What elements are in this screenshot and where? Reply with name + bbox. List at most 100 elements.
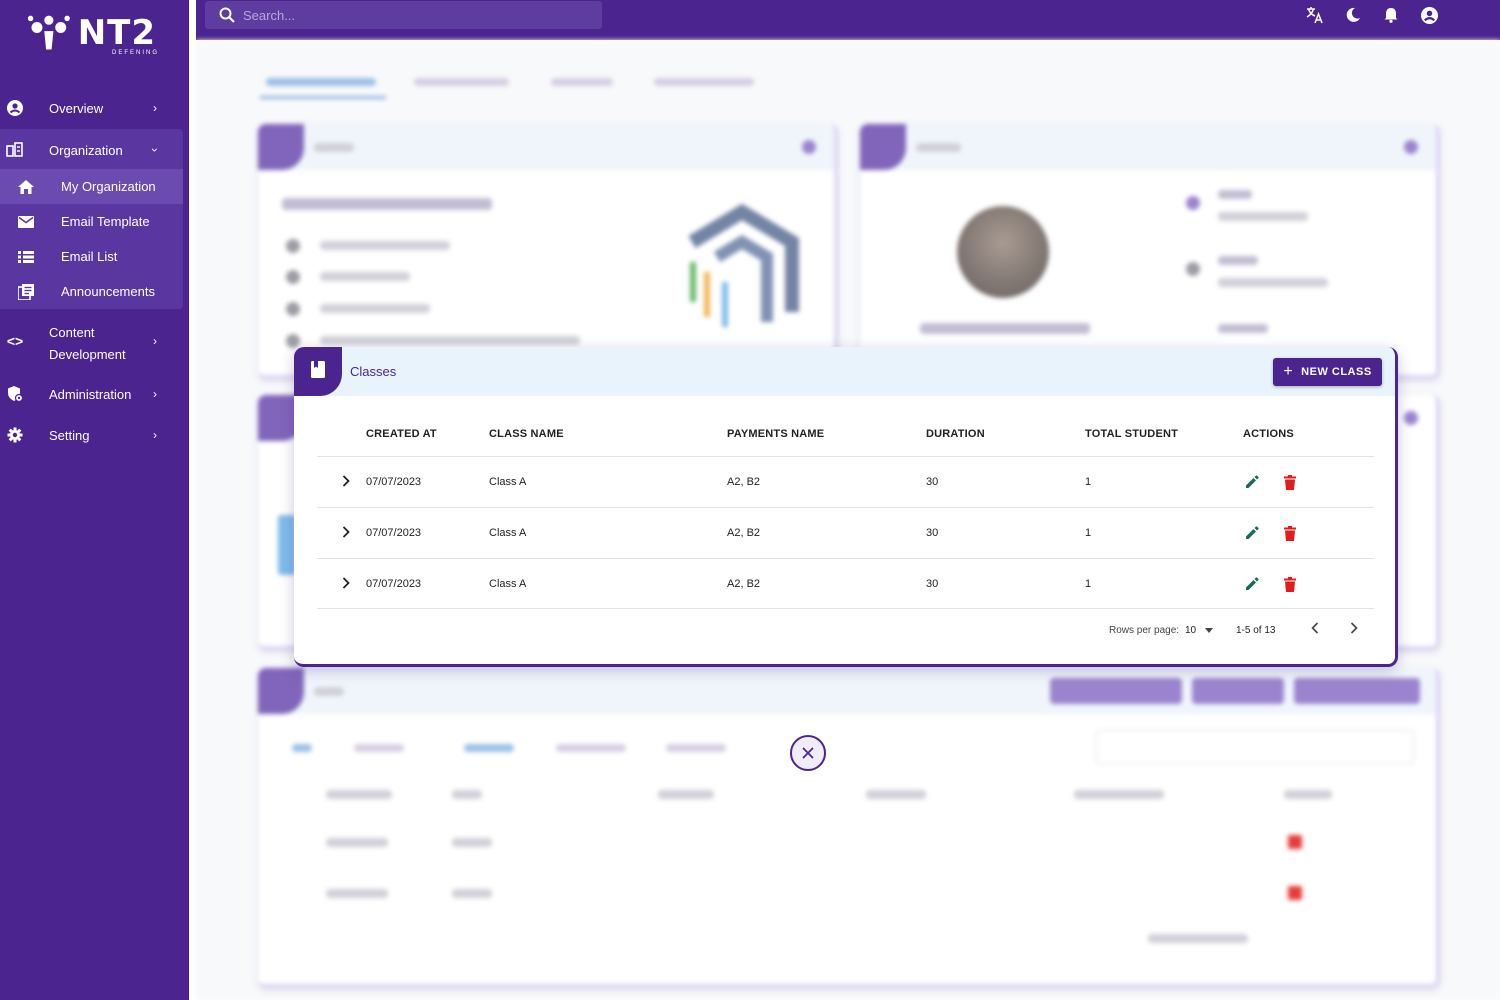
bg-dot [1186,262,1200,276]
account-icon[interactable] [1419,5,1439,25]
sidebar-item-label: Organization [49,142,123,158]
sidebar-item-my-organization[interactable]: My Organization [0,169,183,204]
table-row[interactable]: 07/07/2023 Class A A2, B2 30 1 [317,456,1374,507]
cell-duration: 30 [926,578,939,590]
home-icon [17,178,35,196]
column-header-created-at[interactable]: CREATED AT [366,428,437,440]
sidebar-item-announcements[interactable]: Announcements [0,274,183,309]
notification-bell-icon[interactable] [1381,5,1401,25]
chevron-down-icon: › [148,148,162,152]
expand-row-icon[interactable] [338,575,354,591]
edit-icon[interactable] [1243,473,1261,491]
bg-text [314,687,344,696]
cell-duration: 30 [926,476,939,488]
logo-text: NT2 [77,13,156,53]
bg-tab [556,744,626,752]
cell-total-student: 1 [1085,476,1092,488]
previous-page-icon[interactable] [1311,622,1319,637]
dark-mode-icon[interactable] [1343,5,1363,25]
bg-card-badge [258,124,304,170]
column-header-class-name[interactable]: CLASS NAME [489,428,564,440]
sidebar-item-administration[interactable]: Administration › [0,383,183,405]
rows-per-page-select[interactable]: 10 [1185,625,1213,636]
new-class-button[interactable]: + NEW CLASS [1273,358,1382,386]
bg-text [1218,324,1268,333]
cell-payments-name: A2, B2 [727,578,761,590]
search-box[interactable] [205,1,602,29]
column-header-payments-name[interactable]: PAYMENTS NAME [727,428,825,440]
sidebar-item-email-template[interactable]: Email Template [0,204,183,239]
edit-icon[interactable] [1243,524,1261,542]
bg-class-card [258,668,1440,988]
translate-icon[interactable] [1305,5,1325,25]
bg-text [658,790,714,799]
bg-dot [802,140,816,154]
table-row[interactable]: 07/07/2023 Class A A2, B2 30 1 [317,558,1374,609]
rows-per-page-label: Rows per page: [1109,625,1180,636]
bg-text [1218,212,1308,221]
nt2-logo[interactable]: NT2 DEFENING [26,8,157,58]
close-icon [802,747,814,759]
expand-row-icon[interactable] [338,524,354,540]
chevron-right-icon: › [153,428,157,442]
bg-dot [286,302,300,316]
bg-dot [1404,411,1418,425]
bg-text [320,272,410,281]
bg-button [1050,678,1182,704]
announcement-icon [17,283,35,301]
user-circle-icon [6,99,24,117]
modal-badge [294,347,342,396]
table-row[interactable]: 07/07/2023 Class A A2, B2 30 1 [317,507,1374,558]
sidebar-item-label: My Organization [61,179,156,194]
sidebar-item-label-line2: Development [49,347,126,362]
sidebar-item-content-development[interactable]: <> Content Development › [0,319,183,363]
bg-dot [286,239,300,253]
bg-card-badge [860,124,906,170]
column-header-total-student[interactable]: TOTAL STUDENT [1085,428,1179,440]
sidebar-item-organization[interactable]: Organization › [0,139,183,161]
cell-duration: 30 [926,527,939,539]
expand-row-icon[interactable] [338,473,354,489]
next-page-icon[interactable] [1350,622,1358,637]
bg-button [1294,678,1420,704]
admin-shield-icon [6,385,24,403]
bg-text [452,838,492,847]
rows-per-page-value: 10 [1185,625,1197,636]
column-header-duration[interactable]: DURATION [926,428,985,440]
plus-icon: + [1283,363,1294,380]
book-icon [311,360,325,383]
chevron-right-icon: › [153,387,157,401]
bg-contact-card [860,124,1440,379]
search-input[interactable] [243,5,583,25]
sidebar-item-setting[interactable]: Setting › [0,424,183,446]
sidebar-item-label: Setting [49,427,90,443]
bg-dot [286,270,300,284]
bg-text [866,790,926,799]
close-modal-button[interactable] [790,735,826,771]
bg-text [1074,790,1164,799]
bg-card-header [258,124,834,170]
bg-text [920,323,1090,334]
bg-text [916,143,961,152]
bg-avatar [957,206,1049,298]
delete-icon[interactable] [1281,473,1299,491]
code-icon: <> [6,333,24,349]
dropdown-arrow-icon [1204,627,1213,633]
edit-icon[interactable] [1243,575,1261,593]
bg-text [452,790,482,799]
sidebar-item-email-list[interactable]: Email List [0,239,183,274]
bg-dot [1288,886,1302,900]
cell-payments-name: A2, B2 [727,476,761,488]
delete-icon[interactable] [1281,575,1299,593]
sidebar-item-overview[interactable]: Overview › [0,97,183,119]
bg-text [1218,256,1258,265]
bg-block [278,515,296,575]
table-bottom-divider [317,608,1374,609]
bg-tab [354,744,404,752]
sidebar-item-label: Email Template [61,214,150,229]
bg-text [326,889,388,898]
cell-class-name: Class A [489,527,527,539]
delete-icon[interactable] [1281,524,1299,542]
bg-card-badge [258,668,304,714]
modal-header: Classes + NEW CLASS [294,347,1395,396]
